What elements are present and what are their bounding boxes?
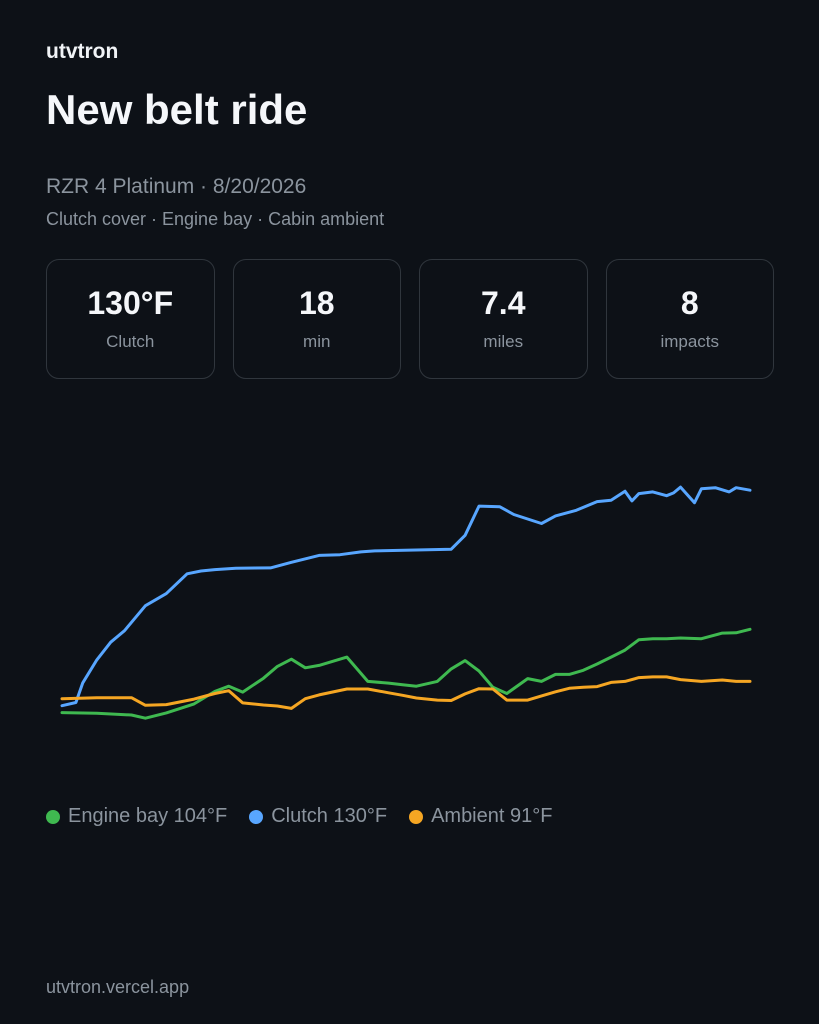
stat-card-duration: 18 min: [232, 259, 401, 379]
stat-card-clutch: 130°F Clutch: [46, 259, 215, 379]
legend-item-engine-bay: Engine bay 104°F: [46, 805, 227, 828]
legend-dot-ambient: [409, 809, 424, 824]
page-title: New belt ride: [46, 86, 308, 133]
legend-label: Engine bay 104°F: [68, 805, 228, 827]
stat-label: miles: [483, 331, 524, 351]
brand-name: utvtron: [46, 40, 119, 63]
stat-label: min: [303, 331, 331, 351]
stats-row: 130°F Clutch 18 min 7.4 miles 8 impacts: [46, 259, 774, 379]
temperature-chart: [60, 485, 752, 720]
legend-item-ambient: Ambient 91°F: [409, 805, 552, 828]
sensor-list: Clutch cover · Engine bay · Cabin ambien…: [46, 209, 385, 229]
stat-label: Clutch: [106, 331, 155, 351]
legend-dot-clutch: [249, 809, 264, 824]
chart-legend: Engine bay 104°F Clutch 130°F Ambient 91…: [46, 805, 552, 828]
series-line-ambient: [60, 675, 752, 710]
stat-value: 18: [298, 284, 335, 321]
legend-dot-engine-bay: [46, 809, 60, 824]
stat-value: 7.4: [481, 284, 526, 321]
series-line-clutch: [60, 485, 752, 708]
stat-label: impacts: [660, 331, 720, 351]
stat-value: 8: [680, 284, 699, 321]
legend-label: Clutch 130°F: [271, 805, 388, 827]
footer-url: utvtron.vercel.app: [46, 977, 190, 997]
series-line-engine: [60, 627, 752, 720]
stat-card-impacts: 8 impacts: [605, 259, 774, 379]
stat-value: 130°F: [87, 284, 174, 321]
legend-label: Ambient 91°F: [431, 805, 553, 827]
legend-item-clutch: Clutch 130°F: [249, 805, 387, 828]
stat-card-distance: 7.4 miles: [419, 259, 588, 379]
vehicle-date: RZR 4 Platinum · 8/20/2026: [46, 175, 307, 198]
